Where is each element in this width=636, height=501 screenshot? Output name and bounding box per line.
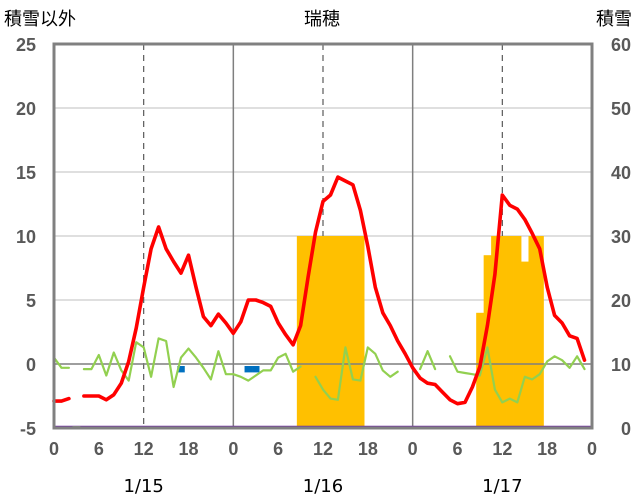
right-axis-tick-label: 10	[611, 355, 631, 375]
left-axis-label: 積雪以外	[4, 9, 76, 30]
left-axis-ticks: 25 20 15 10 5 0 -5	[16, 35, 36, 439]
x-axis-tick-label: 0	[408, 439, 418, 459]
date-labels: 1/15 1/16 1/17	[123, 476, 522, 497]
plot-border	[52, 42, 594, 430]
wind-line	[52, 337, 586, 404]
x-axis-tick-label: 12	[313, 439, 333, 459]
snow-depth-bar	[513, 236, 522, 428]
snow-depth-bar	[528, 236, 537, 428]
left-axis-tick-label: 20	[16, 99, 36, 119]
precipitation-bar	[244, 366, 253, 373]
x-axis-tick-label: 0	[587, 439, 597, 459]
temperature-line	[52, 175, 587, 406]
snow-depth-bar	[326, 236, 335, 428]
snow-depth-bar	[341, 236, 350, 428]
snow-depth-bar	[521, 261, 529, 428]
x-axis-tick-label: 12	[134, 439, 154, 459]
snow-depth-bar	[491, 236, 499, 428]
chart-title: 瑞穂	[304, 9, 340, 30]
x-axis-tick-label: 18	[178, 439, 198, 459]
left-axis-tick-label: 25	[16, 35, 36, 55]
date-label: 1/15	[123, 476, 163, 497]
snow-depth-bar	[319, 236, 328, 428]
left-axis-tick-label: -5	[20, 419, 36, 439]
x-axis-tick-label: 6	[273, 439, 283, 459]
snow-depth-bar	[311, 236, 320, 428]
right-axis-tick-label: 0	[621, 419, 631, 439]
precipitation-bar	[252, 366, 260, 373]
x-axis-tick-label: 6	[94, 439, 104, 459]
right-axis-tick-label: 40	[611, 163, 631, 183]
x-axis-tick-label: 18	[358, 439, 378, 459]
x-axis-ticks: 0 6 12 18 0 6 12 18 0 6 12 18 0	[49, 439, 597, 459]
precipitation-bar	[177, 366, 185, 373]
x-axis-tick-label: 0	[228, 439, 238, 459]
date-label: 1/16	[303, 476, 343, 497]
date-label: 1/17	[482, 476, 522, 497]
right-axis-tick-label: 20	[611, 291, 631, 311]
x-axis-tick-label: 6	[452, 439, 462, 459]
x-axis-tick-label: 12	[492, 439, 512, 459]
snow-depth-bar	[349, 236, 358, 428]
precipitation-bars	[177, 366, 260, 373]
right-axis-tick-label: 30	[611, 227, 631, 247]
snow-depth-bar	[356, 236, 365, 428]
x-axis-tick-label: 18	[537, 439, 557, 459]
left-axis-tick-label: 15	[16, 163, 36, 183]
right-axis-ticks: 60 50 40 30 20 10 0	[611, 35, 631, 439]
x-axis-tick-label: 0	[49, 439, 59, 459]
right-axis-tick-label: 50	[611, 99, 631, 119]
left-axis-tick-label: 0	[26, 355, 36, 375]
snow-depth-bar	[304, 236, 313, 428]
snow-depth-bar	[498, 236, 507, 428]
plot-frame	[52, 42, 594, 430]
snow-depth-bar	[506, 236, 514, 428]
right-axis-label: 積雪	[596, 9, 632, 30]
snow-depth-bar	[483, 255, 492, 428]
snow-depth-bars	[296, 236, 544, 428]
snow-depth-bar	[535, 236, 544, 428]
snow-depth-bar	[296, 236, 305, 428]
left-axis-tick-label: 10	[16, 227, 36, 247]
right-axis-tick-label: 60	[611, 35, 631, 55]
left-axis-tick-label: 5	[26, 291, 36, 311]
snow-depth-bar	[334, 236, 343, 428]
